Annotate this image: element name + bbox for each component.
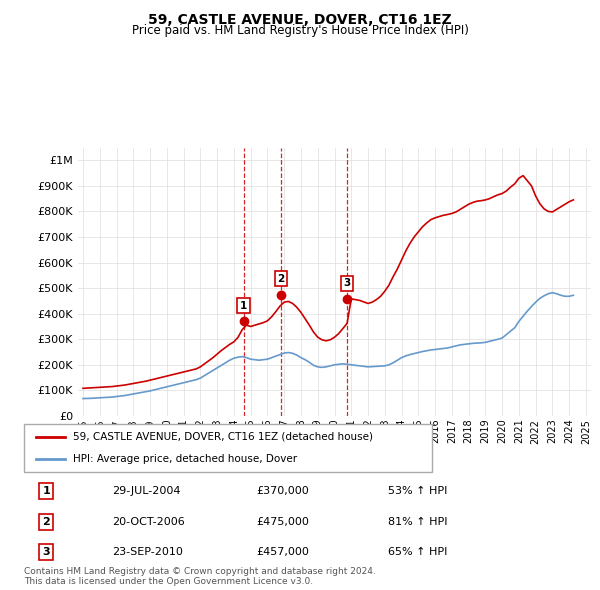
FancyBboxPatch shape [24,424,432,472]
Text: £457,000: £457,000 [256,548,309,558]
Text: £475,000: £475,000 [256,517,309,527]
Text: This data is licensed under the Open Government Licence v3.0.: This data is licensed under the Open Gov… [24,578,313,586]
Text: 2: 2 [277,274,284,284]
Text: 3: 3 [343,278,350,289]
Text: 2: 2 [42,517,50,527]
Text: 23-SEP-2010: 23-SEP-2010 [112,548,183,558]
Text: 29-JUL-2004: 29-JUL-2004 [112,486,181,496]
Text: 3: 3 [42,548,50,558]
Text: 81% ↑ HPI: 81% ↑ HPI [388,517,448,527]
Text: 59, CASTLE AVENUE, DOVER, CT16 1EZ (detached house): 59, CASTLE AVENUE, DOVER, CT16 1EZ (deta… [73,432,373,442]
Text: Contains HM Land Registry data © Crown copyright and database right 2024.: Contains HM Land Registry data © Crown c… [24,567,376,576]
Text: Price paid vs. HM Land Registry's House Price Index (HPI): Price paid vs. HM Land Registry's House … [131,24,469,37]
Text: 20-OCT-2006: 20-OCT-2006 [112,517,185,527]
Text: 53% ↑ HPI: 53% ↑ HPI [388,486,448,496]
Text: 59, CASTLE AVENUE, DOVER, CT16 1EZ: 59, CASTLE AVENUE, DOVER, CT16 1EZ [148,13,452,27]
Text: HPI: Average price, detached house, Dover: HPI: Average price, detached house, Dove… [73,454,297,464]
Text: £370,000: £370,000 [256,486,308,496]
Text: 1: 1 [240,301,247,310]
Text: 1: 1 [42,486,50,496]
Text: 65% ↑ HPI: 65% ↑ HPI [388,548,448,558]
